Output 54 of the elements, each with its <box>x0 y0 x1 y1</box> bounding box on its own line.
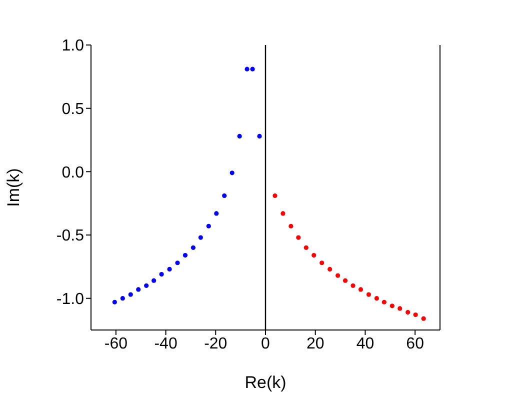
point <box>206 224 211 228</box>
point <box>421 316 426 321</box>
point <box>272 193 278 198</box>
point <box>230 170 234 176</box>
point <box>112 300 117 304</box>
point <box>288 224 294 228</box>
point <box>250 66 255 72</box>
point <box>366 292 372 297</box>
point <box>413 312 418 318</box>
point <box>159 272 164 277</box>
point <box>382 300 386 304</box>
point <box>335 273 340 278</box>
point <box>167 266 172 272</box>
y-tick-label: 1.0 <box>62 38 84 55</box>
point <box>198 235 203 240</box>
point <box>296 235 301 240</box>
point <box>128 292 133 297</box>
point <box>152 278 156 283</box>
x-tick-label: -20 <box>204 335 228 352</box>
point <box>320 260 324 266</box>
x-axis-title: Re(k) <box>244 373 286 392</box>
point <box>374 296 379 301</box>
y-tick-label: 0.5 <box>62 101 84 118</box>
point <box>237 134 242 138</box>
point <box>120 296 125 301</box>
x-tick-label: 0 <box>261 335 270 352</box>
point <box>280 211 286 216</box>
point <box>342 278 348 283</box>
x-tick-label: 60 <box>406 335 424 352</box>
point <box>312 252 316 258</box>
point <box>190 245 196 250</box>
y-tick-label: -1.0 <box>56 291 84 308</box>
point <box>182 252 188 258</box>
point <box>175 260 180 266</box>
point <box>144 283 149 288</box>
x-tick-label: 40 <box>356 335 374 352</box>
y-axis-title: Im(k) <box>4 168 24 207</box>
point <box>214 211 219 216</box>
point <box>222 193 227 198</box>
point <box>390 304 394 308</box>
point <box>328 266 332 272</box>
point <box>406 310 410 315</box>
point <box>257 134 262 138</box>
y-tick-label: 0.0 <box>62 164 84 182</box>
x-tick-label: -60 <box>104 335 128 352</box>
point <box>136 287 141 292</box>
point <box>350 283 356 288</box>
x-tick-label: -40 <box>154 335 178 352</box>
point <box>304 245 308 250</box>
x-tick-label: 20 <box>306 335 324 352</box>
point <box>244 66 250 72</box>
y-tick-label: -0.5 <box>56 228 84 245</box>
point <box>358 287 364 292</box>
point <box>398 306 402 311</box>
